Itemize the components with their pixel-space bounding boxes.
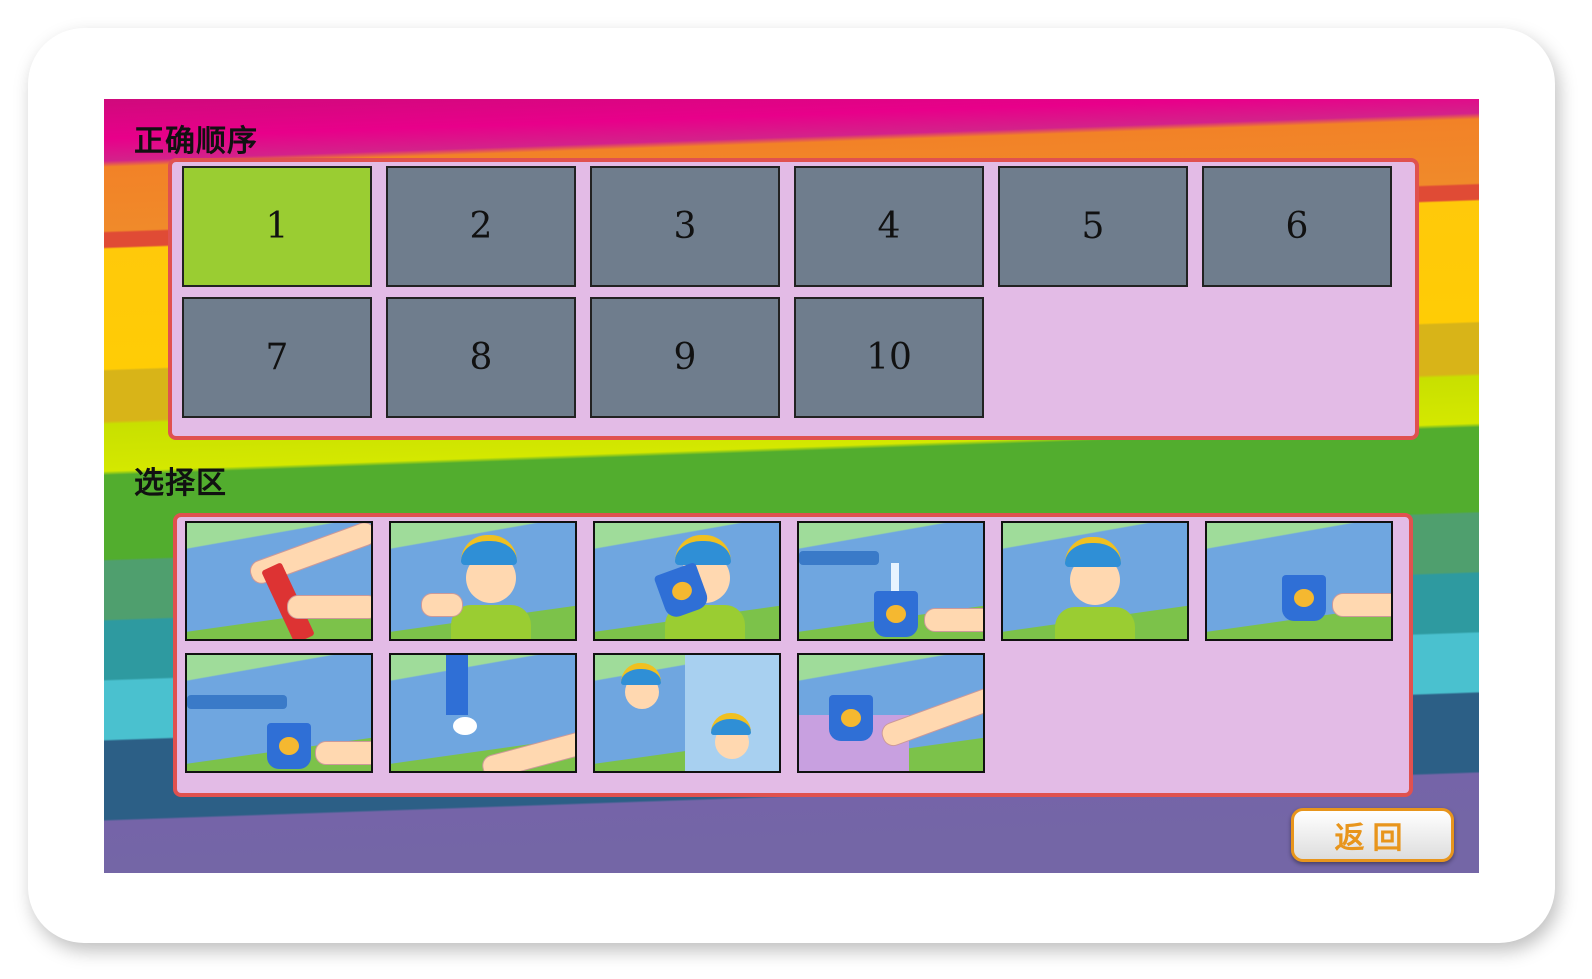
order-slot-3[interactable]: 3 [590,166,780,287]
choice-card-6[interactable] [1205,521,1393,641]
order-slot-4[interactable]: 4 [794,166,984,287]
choice-card-2[interactable] [389,521,577,641]
order-slot-1[interactable]: 1 [182,166,372,287]
choice-card-4[interactable] [797,521,985,641]
choice-card-8[interactable] [389,653,577,773]
wall [1207,523,1391,553]
wall [799,523,983,553]
choice-card-10[interactable] [797,653,985,773]
wall [799,655,983,685]
choice-card-9[interactable] [593,653,781,773]
order-slot-10[interactable]: 10 [794,297,984,418]
choice-card-7[interactable] [185,653,373,773]
order-slot-9[interactable]: 9 [590,297,780,418]
choice-card-5[interactable] [1001,521,1189,641]
order-slot-6[interactable]: 6 [1202,166,1392,287]
order-slot-8[interactable]: 8 [386,297,576,418]
wall [187,655,371,685]
order-slot-2[interactable]: 2 [386,166,576,287]
order-slot-5[interactable]: 5 [998,166,1188,287]
wall [391,655,575,685]
order-slot-7[interactable]: 7 [182,297,372,418]
choice-card-3[interactable] [593,521,781,641]
return-button[interactable]: 返回 [1291,808,1454,862]
order-section-title: 正确顺序 [134,124,258,159]
choice-card-1[interactable] [185,521,373,641]
choice-section-title: 选择区 [134,466,227,501]
